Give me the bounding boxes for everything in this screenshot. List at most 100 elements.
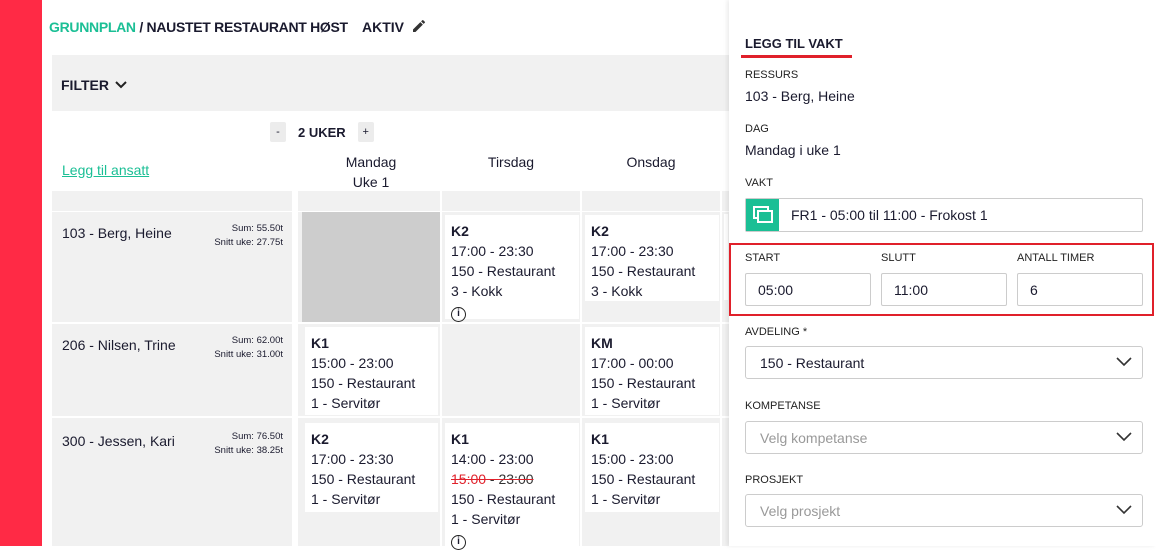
page-title: NAUSTET RESTAURANT HØST bbox=[146, 19, 349, 35]
vakt-label: VAKT bbox=[745, 177, 773, 189]
weeks-label: 2 UKER bbox=[298, 124, 346, 140]
day-header-wednesday: Onsdag bbox=[582, 152, 720, 172]
sum-hours: Sum: 76.50t bbox=[231, 431, 283, 442]
add-employee-link[interactable]: Legg til ansatt bbox=[62, 162, 150, 178]
chevron-down-icon bbox=[1116, 432, 1132, 442]
shift-role: 1 - Servitør bbox=[311, 491, 381, 507]
prosjekt-placeholder: Velg prosjekt bbox=[760, 503, 841, 519]
weeks-control: - 2 UKER + bbox=[270, 122, 374, 142]
add-shift-panel: LEGG TIL VAKT RESSURS 103 - Berg, Heine … bbox=[729, 0, 1156, 546]
title-underline bbox=[741, 55, 852, 58]
employee-hours: Sum: 55.50t Snitt uke: 27.75t bbox=[180, 222, 283, 250]
shift-department: 150 - Restaurant bbox=[591, 263, 696, 279]
chevron-down-icon bbox=[115, 81, 127, 89]
shift-department: 150 - Restaurant bbox=[591, 471, 696, 487]
shift-code: K2 bbox=[311, 431, 329, 447]
grid-header-bg bbox=[52, 191, 292, 211]
selected-cell[interactable] bbox=[302, 212, 440, 322]
shift-time: 17:00 - 00:00 bbox=[591, 355, 674, 371]
kompetanse-label: KOMPETANSE bbox=[745, 400, 821, 412]
shift-code: K2 bbox=[591, 223, 609, 239]
employee-name[interactable]: 206 - Nilsen, Trine bbox=[62, 337, 176, 353]
ressurs-label: RESSURS bbox=[745, 69, 799, 81]
breadcrumb: GRUNNPLAN / NAUSTET RESTAURANT HØST bbox=[49, 19, 348, 35]
shift-template-icon[interactable] bbox=[746, 199, 779, 231]
shift-department: 150 - Restaurant bbox=[311, 471, 416, 487]
shift-time: 14:00 - 23:00 bbox=[451, 451, 534, 467]
avdeling-value: 150 - Restaurant bbox=[760, 355, 865, 371]
shift-department: 150 - Restaurant bbox=[451, 263, 556, 279]
shift-card[interactable]: K2 17:00 - 23:30 150 - Restaurant 1 - Se… bbox=[305, 423, 438, 512]
vakt-selector[interactable]: FR1 - 05:00 til 11:00 - Frokost 1 bbox=[745, 198, 1143, 232]
shift-role: 3 - Kokk bbox=[591, 283, 643, 299]
avg-week-hours: Snitt uke: 27.75t bbox=[214, 237, 283, 248]
employee-name[interactable]: 103 - Berg, Heine bbox=[62, 225, 172, 241]
sum-hours: Sum: 62.00t bbox=[231, 335, 283, 346]
shift-time: 15:00 - 23:00 bbox=[591, 451, 674, 467]
week-label: Uke 1 bbox=[352, 174, 390, 190]
chevron-down-icon bbox=[1116, 357, 1132, 367]
timer-input[interactable]: 6 bbox=[1017, 273, 1143, 306]
avdeling-label: AVDELING * bbox=[745, 326, 808, 338]
day-header-monday: Mandag Uke 1 bbox=[302, 152, 440, 192]
slutt-input[interactable]: 11:00 bbox=[881, 273, 1007, 306]
shift-department: 150 - Restaurant bbox=[451, 491, 556, 507]
ressurs-value: 103 - Berg, Heine bbox=[745, 88, 855, 104]
pencil-icon[interactable] bbox=[411, 18, 427, 34]
prosjekt-label: PROSJEKT bbox=[745, 474, 804, 486]
shift-department: 150 - Restaurant bbox=[591, 375, 696, 391]
slutt-label: SLUTT bbox=[881, 252, 916, 264]
shift-time: 15:00 - 23:00 bbox=[311, 355, 394, 371]
start-input[interactable]: 05:00 bbox=[745, 273, 871, 306]
shift-role: 1 - Servitør bbox=[591, 491, 661, 507]
decrease-weeks-button[interactable]: - bbox=[270, 122, 286, 142]
employee-row bbox=[52, 212, 292, 322]
filter-label: FILTER bbox=[61, 77, 109, 93]
employee-name[interactable]: 300 - Jessen, Kari bbox=[62, 433, 175, 449]
shift-card[interactable]: K1 15:00 - 23:00 150 - Restaurant 1 - Se… bbox=[305, 327, 438, 415]
info-icon[interactable]: i bbox=[451, 307, 466, 322]
employee-row bbox=[52, 418, 292, 546]
shift-card[interactable]: K2 17:00 - 23:30 150 - Restaurant 3 - Ko… bbox=[445, 215, 579, 322]
employee-row bbox=[52, 324, 292, 416]
breadcrumb-separator: / bbox=[135, 19, 147, 35]
employee-hours: Sum: 62.00t Snitt uke: 31.00t bbox=[180, 334, 283, 362]
filter-toggle[interactable]: FILTER bbox=[61, 77, 127, 93]
start-label: START bbox=[745, 252, 781, 264]
avdeling-select[interactable]: 150 - Restaurant bbox=[745, 346, 1143, 379]
status-label: AKTIV bbox=[362, 19, 404, 35]
increase-weeks-button[interactable]: + bbox=[357, 122, 374, 142]
avg-week-hours: Snitt uke: 38.25t bbox=[214, 445, 283, 456]
shift-role: 1 - Servitør bbox=[451, 511, 521, 527]
info-icon[interactable]: i bbox=[451, 535, 466, 550]
day-name: Mandag bbox=[345, 154, 397, 170]
grid-header-bg bbox=[298, 191, 729, 211]
shift-department: 150 - Restaurant bbox=[311, 375, 416, 391]
shift-code: K1 bbox=[451, 431, 469, 447]
shift-time: 17:00 - 23:30 bbox=[591, 243, 674, 259]
shift-card[interactable]: K1 15:00 - 23:00 150 - Restaurant 1 - Se… bbox=[585, 423, 719, 512]
shift-code: K1 bbox=[591, 431, 609, 447]
day-name: Tirsdag bbox=[487, 154, 535, 170]
prosjekt-select[interactable]: Velg prosjekt bbox=[745, 494, 1143, 527]
chevron-down-icon bbox=[1116, 505, 1132, 515]
shift-role: 1 - Servitør bbox=[311, 395, 381, 411]
filter-bar: FILTER bbox=[52, 55, 742, 111]
shift-card[interactable]: K2 17:00 - 23:30 150 - Restaurant 3 - Ko… bbox=[585, 215, 719, 301]
kompetanse-select[interactable]: Velg kompetanse bbox=[745, 421, 1143, 454]
shift-card[interactable]: K1 14:00 - 23:00 15:00 - 23:00 150 - Res… bbox=[445, 423, 579, 553]
shift-role: 1 - Servitør bbox=[591, 395, 661, 411]
breadcrumb-root[interactable]: GRUNNPLAN bbox=[49, 19, 136, 35]
shift-code: KM bbox=[591, 335, 613, 351]
day-header-tuesday: Tirsdag bbox=[442, 152, 580, 172]
shift-time: 17:00 - 23:30 bbox=[451, 243, 534, 259]
day-name: Onsdag bbox=[626, 154, 676, 170]
shift-card[interactable]: KM 17:00 - 00:00 150 - Restaurant 1 - Se… bbox=[585, 327, 719, 415]
vakt-value: FR1 - 05:00 til 11:00 - Frokost 1 bbox=[791, 207, 988, 223]
timer-label: ANTALL TIMER bbox=[1017, 252, 1095, 264]
sidebar bbox=[0, 0, 42, 546]
dag-label: DAG bbox=[745, 123, 769, 135]
panel-title: LEGG TIL VAKT bbox=[745, 36, 843, 51]
original-shift-time: 15:00 - 23:00 bbox=[451, 471, 534, 487]
avg-week-hours: Snitt uke: 31.00t bbox=[214, 349, 283, 360]
